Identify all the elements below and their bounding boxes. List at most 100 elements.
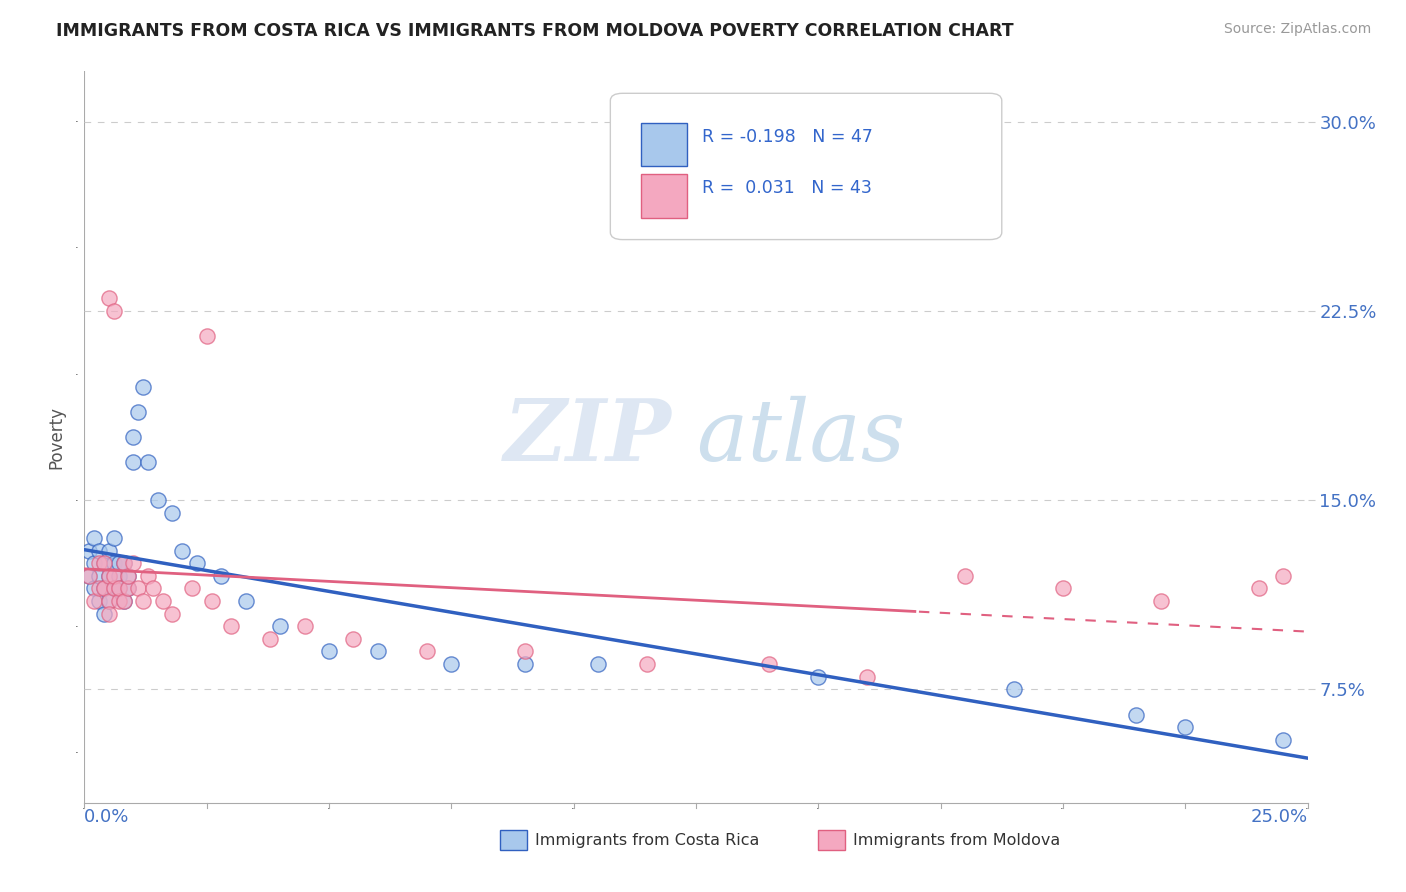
- Point: [93, 607, 115, 621]
- Point: [93, 556, 115, 570]
- Point: [77, 569, 100, 583]
- Point: [103, 582, 125, 596]
- Text: R =  0.031   N = 43: R = 0.031 N = 43: [702, 179, 872, 197]
- Point: [103, 304, 125, 318]
- Point: [107, 594, 129, 608]
- Point: [112, 594, 135, 608]
- Text: Immigrants from Costa Rica: Immigrants from Costa Rica: [534, 832, 759, 847]
- Point: [97, 594, 120, 608]
- Y-axis label: Poverty: Poverty: [48, 406, 65, 468]
- Point: [294, 619, 316, 633]
- Point: [87, 582, 110, 596]
- Point: [856, 670, 879, 684]
- Point: [97, 607, 120, 621]
- Point: [122, 455, 145, 469]
- Point: [1272, 732, 1295, 747]
- Point: [117, 569, 139, 583]
- Point: [103, 569, 125, 583]
- Point: [1125, 707, 1147, 722]
- Point: [235, 594, 257, 608]
- Point: [172, 543, 194, 558]
- Point: [103, 582, 125, 596]
- Bar: [818, 830, 845, 850]
- Point: [97, 569, 120, 583]
- Point: [97, 291, 120, 305]
- Point: [93, 582, 115, 596]
- Point: [83, 531, 105, 545]
- Point: [142, 582, 165, 596]
- Point: [112, 556, 135, 570]
- Point: [112, 594, 135, 608]
- Point: [513, 644, 536, 658]
- Point: [87, 556, 110, 570]
- Point: [132, 594, 155, 608]
- Bar: [641, 122, 688, 167]
- Point: [97, 569, 120, 583]
- Point: [112, 556, 135, 570]
- Point: [162, 607, 184, 621]
- Point: [87, 543, 110, 558]
- Point: [107, 582, 129, 596]
- Point: [87, 569, 110, 583]
- Point: [117, 582, 139, 596]
- Point: [93, 582, 115, 596]
- Point: [97, 543, 120, 558]
- Point: [136, 455, 159, 469]
- Point: [636, 657, 658, 671]
- Text: Source: ZipAtlas.com: Source: ZipAtlas.com: [1223, 22, 1371, 37]
- Point: [127, 405, 149, 419]
- Point: [132, 379, 155, 393]
- Point: [103, 531, 125, 545]
- Point: [127, 582, 149, 596]
- Point: [1174, 720, 1197, 734]
- Point: [269, 619, 291, 633]
- Point: [97, 594, 120, 608]
- Point: [181, 582, 204, 596]
- Text: 0.0%: 0.0%: [84, 808, 129, 826]
- Bar: [501, 830, 527, 850]
- Point: [93, 556, 115, 570]
- Text: Immigrants from Moldova: Immigrants from Moldova: [852, 832, 1060, 847]
- Point: [513, 657, 536, 671]
- Text: R = -0.198   N = 47: R = -0.198 N = 47: [702, 128, 873, 146]
- Point: [107, 582, 129, 596]
- Point: [117, 582, 139, 596]
- Text: IMMIGRANTS FROM COSTA RICA VS IMMIGRANTS FROM MOLDOVA POVERTY CORRELATION CHART: IMMIGRANTS FROM COSTA RICA VS IMMIGRANTS…: [56, 22, 1014, 40]
- Point: [440, 657, 463, 671]
- Point: [83, 594, 105, 608]
- Point: [77, 543, 100, 558]
- Point: [83, 556, 105, 570]
- Point: [83, 582, 105, 596]
- Point: [107, 556, 129, 570]
- FancyBboxPatch shape: [610, 94, 1002, 240]
- Point: [209, 569, 232, 583]
- Point: [107, 569, 129, 583]
- Text: ZIP: ZIP: [503, 395, 672, 479]
- Point: [200, 594, 222, 608]
- Point: [586, 657, 609, 671]
- Point: [186, 556, 208, 570]
- Point: [318, 644, 340, 658]
- Point: [807, 670, 830, 684]
- Point: [259, 632, 281, 646]
- Point: [117, 569, 139, 583]
- Point: [1272, 569, 1295, 583]
- Point: [1002, 682, 1025, 697]
- Point: [146, 493, 169, 508]
- Point: [103, 556, 125, 570]
- Point: [87, 594, 110, 608]
- Point: [195, 329, 218, 343]
- Point: [162, 506, 184, 520]
- Point: [122, 556, 145, 570]
- Point: [953, 569, 976, 583]
- Point: [136, 569, 159, 583]
- Point: [758, 657, 780, 671]
- Point: [1247, 582, 1270, 596]
- Point: [93, 582, 115, 596]
- Point: [1150, 594, 1173, 608]
- Point: [77, 569, 100, 583]
- Text: atlas: atlas: [696, 396, 905, 478]
- Point: [152, 594, 174, 608]
- Point: [342, 632, 364, 646]
- Point: [122, 430, 145, 444]
